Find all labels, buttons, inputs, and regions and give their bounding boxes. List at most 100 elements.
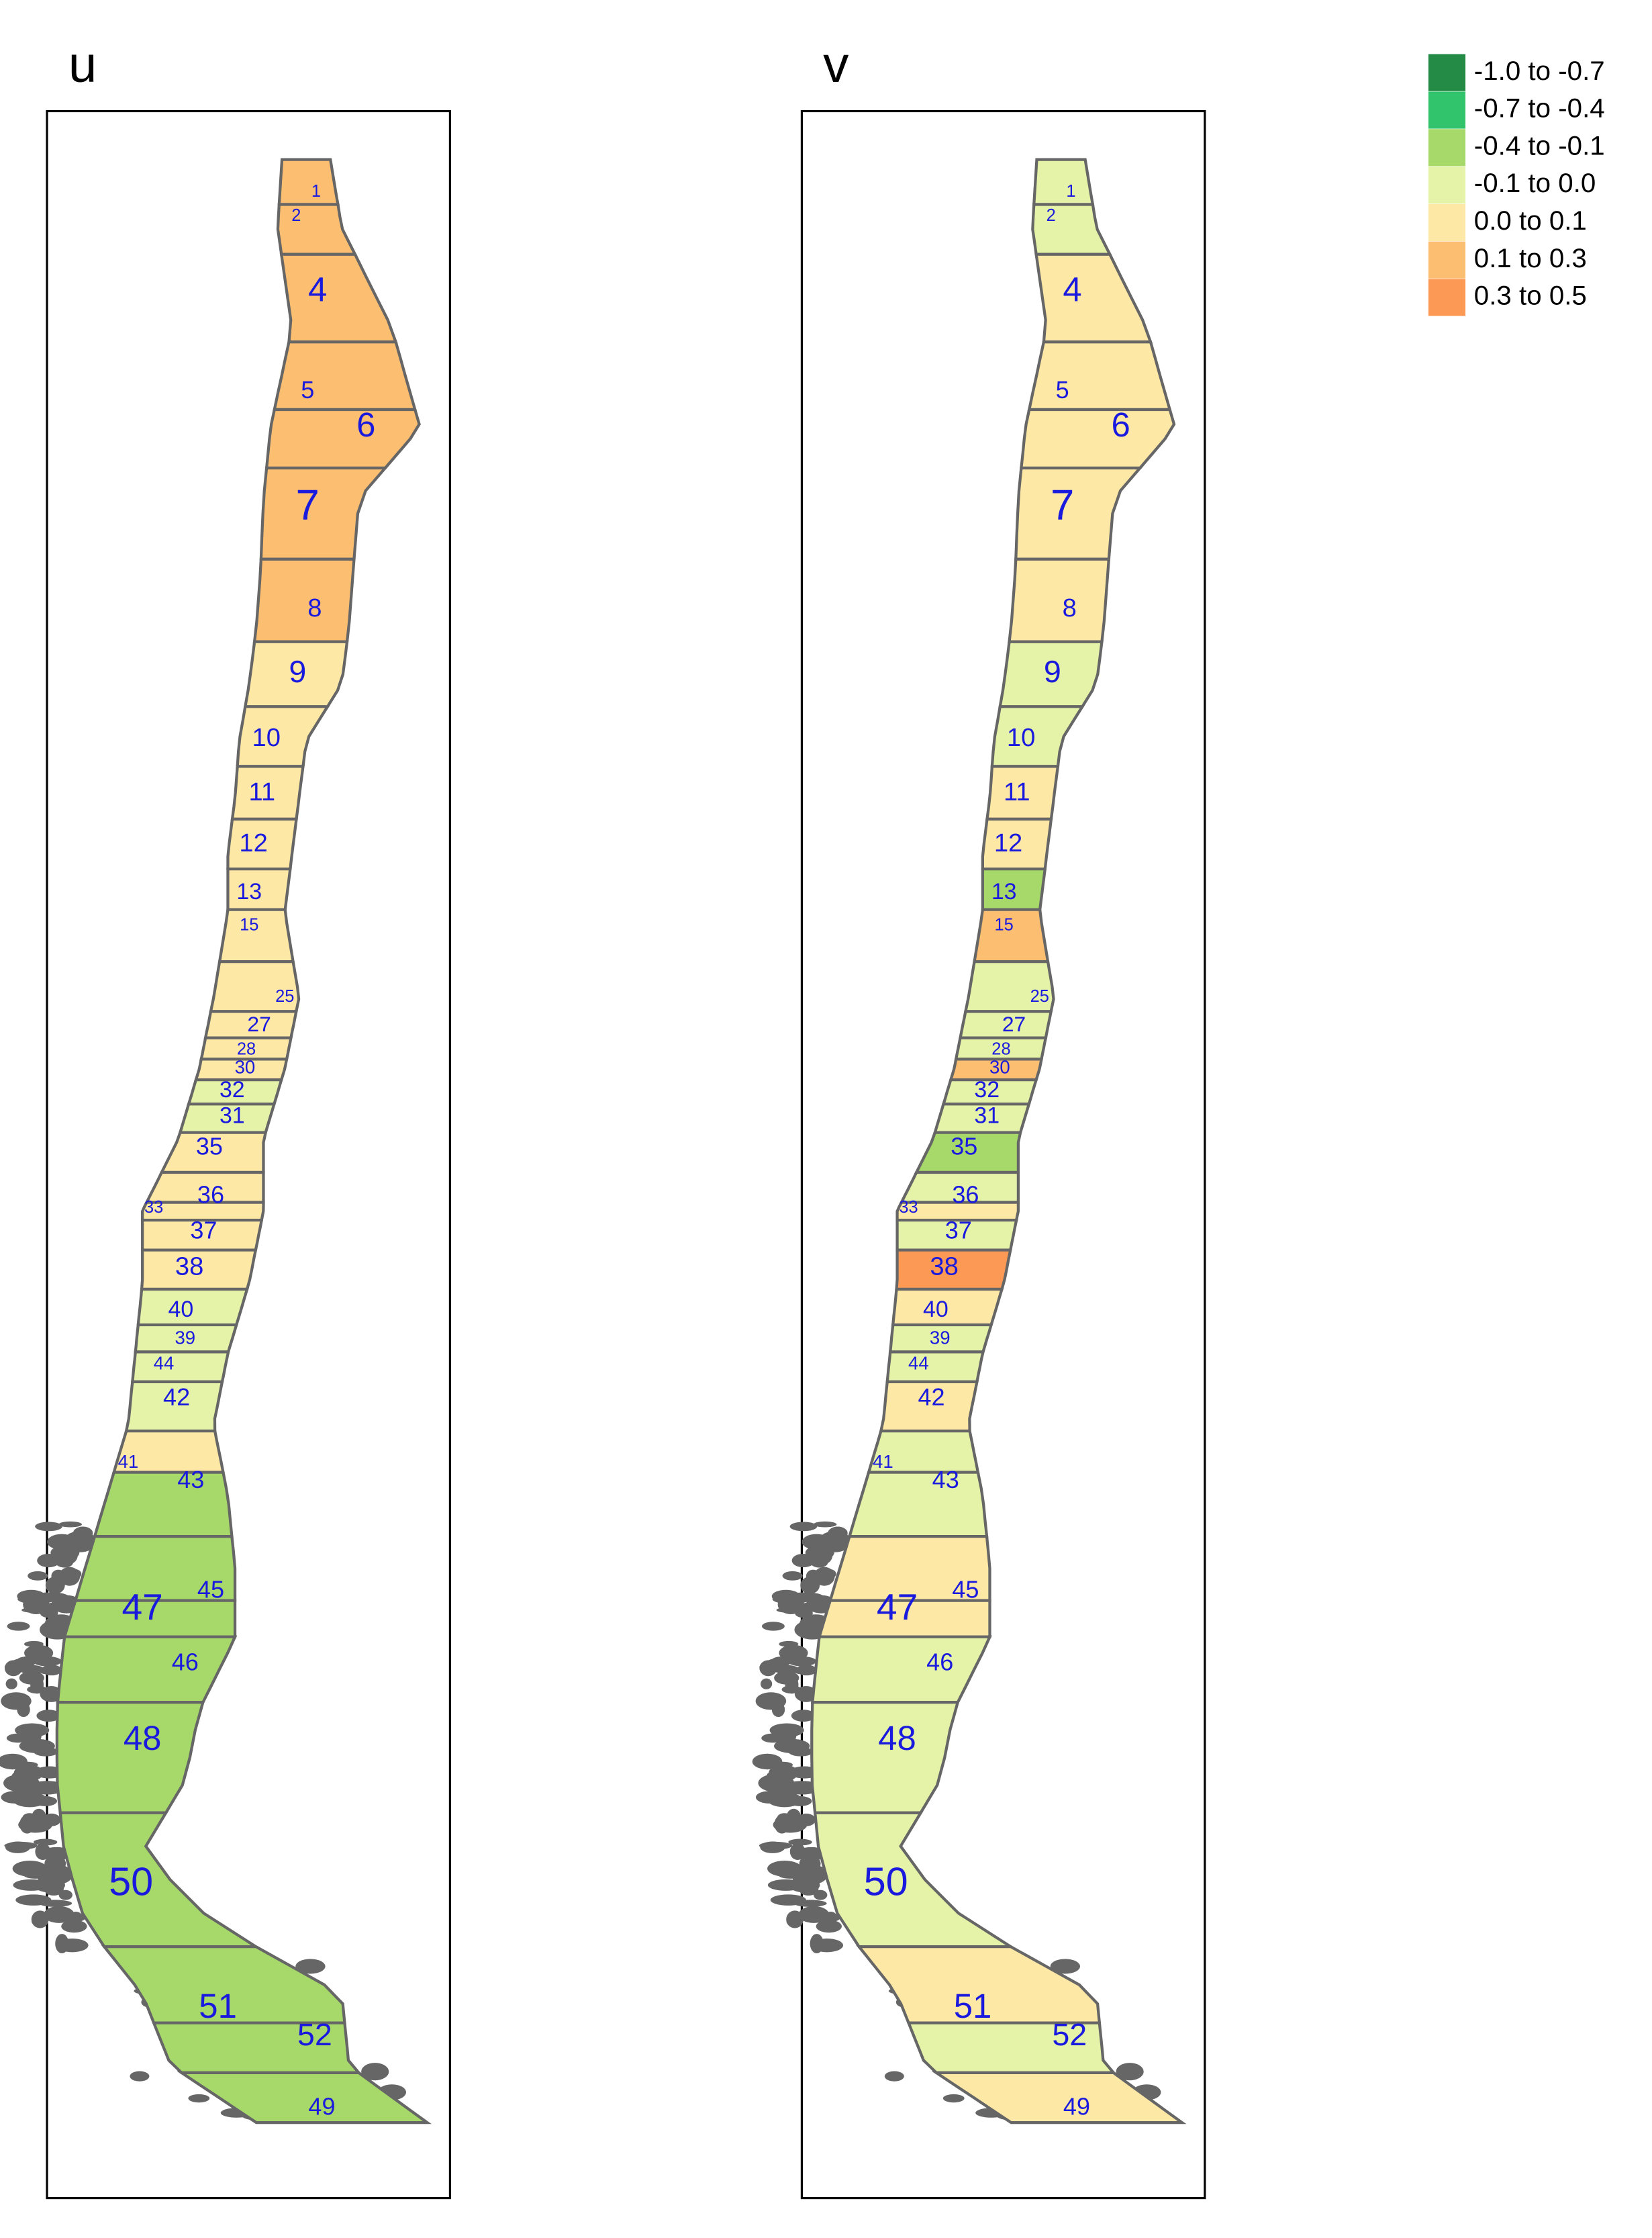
region-label: 51 [954,1987,992,2025]
island [47,1534,77,1550]
region-label: 10 [1007,723,1035,752]
island [23,1640,44,1647]
island [28,1571,48,1581]
island [816,1920,842,1933]
region-label: 52 [1052,2017,1087,2052]
island [793,1873,818,1881]
island [755,1692,787,1710]
region [264,408,421,470]
island [27,1595,56,1603]
island [795,1608,813,1618]
region-label: 52 [297,2017,332,2052]
island [38,1873,63,1881]
region-label: 9 [289,654,306,689]
island [37,1553,60,1568]
island [942,2094,965,2103]
island [18,1665,45,1674]
region-label: 35 [951,1133,977,1160]
region-label: 32 [220,1077,245,1103]
region [813,1811,1016,1949]
island [32,1917,46,1926]
island [813,1521,837,1528]
region-label: 28 [991,1039,1010,1058]
island [4,1660,23,1677]
island [779,1640,799,1647]
region-label: 47 [122,1586,162,1628]
island [34,1747,58,1757]
region [56,1635,238,1704]
island [38,1667,58,1675]
island [44,1855,66,1873]
panel-title: v [823,36,848,93]
island [0,1753,28,1770]
region-label: 2 [291,206,301,225]
panel-title: u [68,36,97,93]
region [277,158,340,206]
region-label: 42 [918,1383,944,1411]
region-label: 50 [109,1859,153,1904]
region-label: 6 [356,406,375,444]
region-label: 43 [932,1466,959,1493]
region-label: 27 [1002,1012,1026,1036]
island [5,1841,31,1853]
island [803,1626,820,1634]
region-label: 39 [175,1327,195,1348]
region-label: 51 [199,1987,237,2025]
island [15,1724,30,1737]
island [793,1667,814,1675]
region-label: 15 [240,916,258,935]
region-label: 38 [930,1252,958,1280]
island [1050,1959,1081,1974]
region-label: 4 [308,270,327,308]
legend-swatch [1428,54,1466,91]
region-label: 49 [1063,2092,1090,2120]
legend-label: -0.1 to 0.0 [1474,168,1596,198]
region [1008,557,1111,643]
island [788,1838,812,1846]
region-label: 32 [974,1077,1000,1103]
island [56,1938,89,1953]
region-label: 40 [923,1297,949,1322]
island [773,1665,799,1674]
island [814,1890,828,1900]
legend-label: 0.3 to 0.5 [1474,281,1587,311]
region [279,252,398,344]
island [58,1567,81,1586]
region [130,1350,230,1384]
region-label: 1 [1066,182,1075,201]
region-label: 8 [307,594,322,622]
region-label: 30 [235,1056,256,1077]
region-label: 46 [926,1648,953,1676]
legend-swatch [1428,203,1466,241]
island [35,1522,62,1532]
island [759,1660,777,1677]
region [847,1471,989,1538]
island [787,1656,817,1667]
legend-label: 0.1 to 0.3 [1474,243,1587,273]
region [273,340,418,412]
region-label: 36 [197,1181,224,1209]
island [761,1622,785,1631]
region-label: 7 [296,481,320,529]
legend-swatch [1428,167,1466,204]
region-label: 7 [1051,481,1074,529]
region-label: 41 [118,1451,139,1472]
region-label: 46 [172,1648,199,1676]
region-label: 47 [877,1586,918,1628]
region [1014,466,1143,561]
legend-label: 0.0 to 0.1 [1474,205,1587,236]
region-label: 12 [239,829,267,857]
island [799,1855,821,1873]
region [236,705,330,768]
region-label: 4 [1063,270,1081,308]
region-label: 50 [864,1859,908,1904]
region-label: 25 [1030,987,1049,1006]
island [32,1808,46,1824]
island [771,1724,785,1737]
island [788,1747,814,1757]
island [13,1879,49,1891]
region-label: 49 [308,2092,335,2120]
island [791,1553,816,1568]
region-label: 44 [154,1353,175,1374]
